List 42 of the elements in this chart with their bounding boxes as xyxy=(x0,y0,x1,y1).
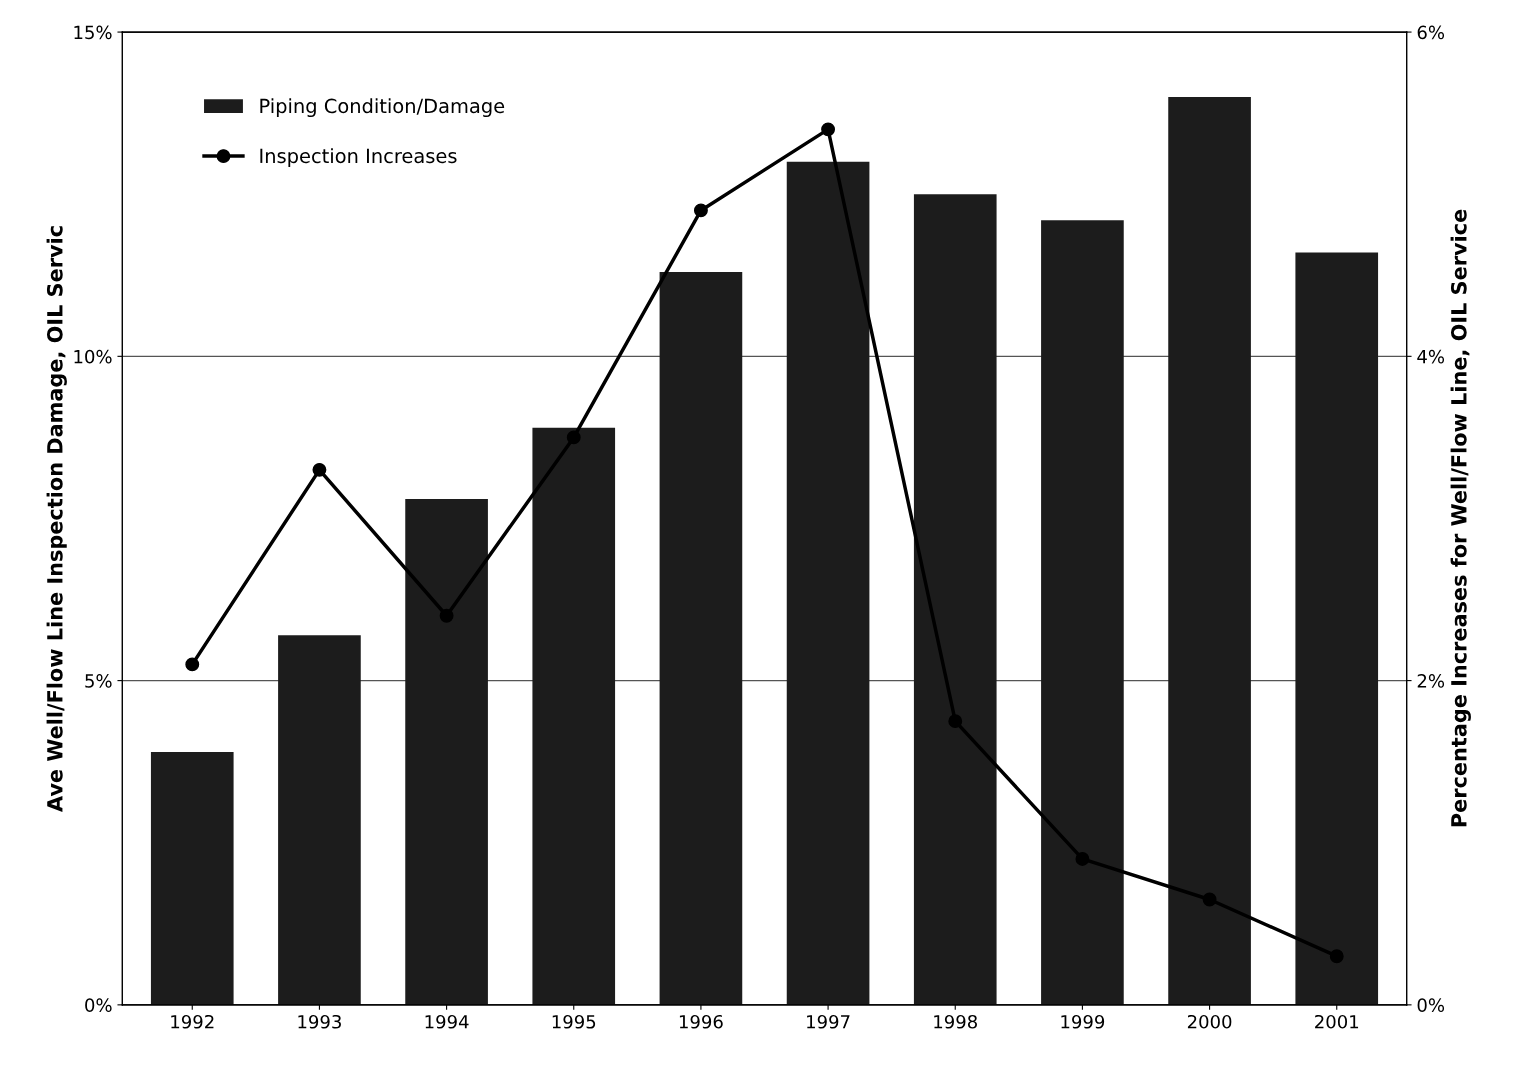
bar xyxy=(1295,252,1379,1005)
y-tick-label: 10% xyxy=(74,349,112,364)
bar xyxy=(532,427,616,1005)
point xyxy=(1202,892,1217,907)
y2-tick-label: 6% xyxy=(1417,25,1445,40)
x-tick-label: 1999 xyxy=(1061,1014,1105,1029)
point xyxy=(439,608,454,623)
y2-tick-label: 2% xyxy=(1417,674,1445,688)
y2-tick-label: 0% xyxy=(1417,998,1445,1012)
point xyxy=(566,430,581,445)
x-tick-label: 1995 xyxy=(552,1014,596,1029)
bar xyxy=(278,635,361,1005)
x-tick-label: 2001 xyxy=(1315,1014,1359,1029)
x-tick-label: 1998 xyxy=(934,1014,977,1029)
y2-axis-title: Percentage Increases for Well/Flow Line, OIL Service xyxy=(1450,209,1471,827)
x-tick-label: 1997 xyxy=(807,1014,850,1029)
point xyxy=(948,714,963,729)
legend-label: Piping Condition/Damage xyxy=(260,98,505,118)
point xyxy=(312,462,327,477)
y2-tick-label: 4% xyxy=(1417,349,1445,364)
x-tick-label: 1996 xyxy=(679,1014,723,1029)
y-tick-label: 5% xyxy=(85,674,112,688)
bar xyxy=(1168,96,1251,1005)
bar xyxy=(150,751,234,1005)
legend-label: Inspection Increases xyxy=(260,148,457,167)
bar xyxy=(913,194,997,1005)
point xyxy=(693,203,708,218)
y-tick-label: 15% xyxy=(74,25,112,40)
point xyxy=(821,122,836,137)
bar xyxy=(1041,220,1124,1005)
point xyxy=(185,657,200,672)
bar xyxy=(786,161,870,1005)
x-tick-label: 2000 xyxy=(1187,1014,1232,1029)
y-axis-title: Ave Well/Flow Line Inspection Damage, OIL Servic xyxy=(46,226,67,812)
x-tick-label: 1994 xyxy=(425,1014,469,1029)
x-tick-label: 1993 xyxy=(298,1014,341,1029)
bar xyxy=(405,499,488,1005)
y-tick-label: 0% xyxy=(85,998,112,1012)
bar xyxy=(659,272,743,1005)
x-tick-label: 1992 xyxy=(171,1014,214,1029)
point xyxy=(1329,949,1344,964)
point xyxy=(1075,851,1090,866)
